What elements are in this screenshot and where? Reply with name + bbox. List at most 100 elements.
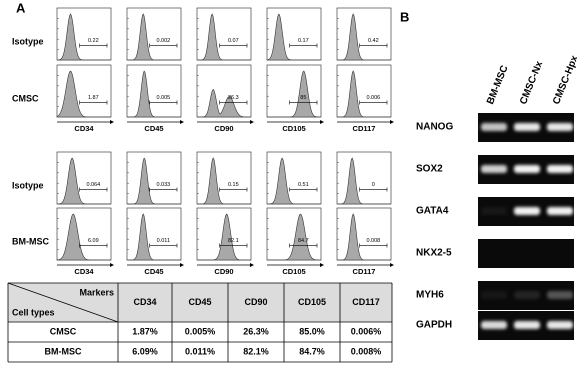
histogram-frame bbox=[197, 152, 251, 204]
corner-bottom: Cell types bbox=[12, 307, 55, 317]
table-cell: 85.0% bbox=[299, 326, 325, 336]
gene-label: MYH6 bbox=[416, 290, 444, 301]
gel-band bbox=[547, 165, 573, 173]
gel-band bbox=[547, 291, 573, 299]
gene-label: GATA4 bbox=[416, 206, 449, 217]
gel-band bbox=[481, 291, 507, 299]
gate-value: 0.07 bbox=[228, 38, 239, 44]
marker-label: CD105 bbox=[282, 124, 305, 133]
axis-arrow bbox=[250, 263, 254, 267]
gel-band bbox=[481, 207, 507, 215]
gate-value: 0.15 bbox=[228, 182, 239, 188]
gel-band bbox=[547, 321, 573, 329]
gate-value: 0.17 bbox=[298, 38, 309, 44]
gel-band bbox=[514, 321, 540, 329]
lane-label: BM-MSC bbox=[485, 64, 511, 106]
gel-band bbox=[547, 123, 573, 131]
marker-label: CD117 bbox=[353, 124, 376, 133]
axis-arrow bbox=[320, 120, 324, 124]
gate-value: 0.006 bbox=[366, 95, 380, 101]
gel-band bbox=[514, 123, 540, 131]
gate-value: 0.011 bbox=[157, 238, 170, 244]
table-cell: 6.09% bbox=[132, 346, 158, 356]
table-cell: 0.008% bbox=[351, 346, 382, 356]
gate-value: 0.22 bbox=[88, 38, 99, 44]
histogram-frame bbox=[127, 152, 181, 204]
gel-band bbox=[481, 123, 507, 131]
marker-label: CD105 bbox=[282, 267, 305, 276]
gate-value: 0.064 bbox=[86, 182, 100, 188]
histogram-frame bbox=[127, 65, 181, 117]
histogram-frame bbox=[337, 8, 391, 60]
gel-band bbox=[514, 207, 540, 215]
gate-value: 1.87 bbox=[88, 95, 99, 101]
corner-top: Markers bbox=[79, 287, 114, 297]
column-header: CD34 bbox=[133, 297, 156, 307]
axis-arrow bbox=[180, 263, 184, 267]
column-header: CD90 bbox=[244, 297, 267, 307]
lane-label: CMSC-Hpx bbox=[551, 54, 577, 106]
axis-arrow bbox=[390, 263, 394, 267]
gate-value: 0.033 bbox=[156, 182, 170, 188]
table-cell: 0.005% bbox=[185, 326, 216, 336]
column-header: CD45 bbox=[188, 297, 211, 307]
histogram-frame bbox=[337, 208, 391, 260]
gate-value: 26.3 bbox=[228, 95, 239, 101]
table-cell: 82.1% bbox=[243, 346, 269, 356]
histogram-frame bbox=[267, 152, 321, 204]
row-label: Isotype bbox=[12, 36, 44, 46]
panel-label: A bbox=[16, 0, 26, 15]
gate-value: 84.7 bbox=[298, 238, 309, 244]
gate-value: 0.42 bbox=[368, 38, 379, 44]
gate-value: 0.51 bbox=[298, 182, 309, 188]
gel-strip bbox=[478, 239, 574, 268]
gate-value: 0.008 bbox=[366, 238, 380, 244]
table-cell: 0.006% bbox=[351, 326, 382, 336]
figure: A B Isotype0.220.0020.070.170.42CMSC1.87… bbox=[0, 0, 577, 367]
marker-label: CD34 bbox=[74, 267, 94, 276]
histogram-frame bbox=[337, 65, 391, 117]
histogram-frame bbox=[267, 65, 321, 117]
row-label: CMSC bbox=[12, 93, 39, 103]
axis-arrow bbox=[390, 120, 394, 124]
table-cell: 84.7% bbox=[299, 346, 325, 356]
gate-value: 6.09 bbox=[88, 238, 99, 244]
gene-label: SOX2 bbox=[416, 164, 443, 175]
table-cell: CMSC bbox=[50, 326, 77, 336]
row-label: Isotype bbox=[12, 180, 44, 190]
table-cell: 26.3% bbox=[243, 326, 269, 336]
gate-value: 85 bbox=[300, 95, 306, 101]
marker-label: CD90 bbox=[214, 124, 233, 133]
row-label: BM-MSC bbox=[12, 236, 49, 246]
axis-arrow bbox=[110, 263, 114, 267]
gate-value: 0 bbox=[372, 182, 375, 188]
marker-label: CD34 bbox=[74, 124, 94, 133]
marker-label: CD45 bbox=[144, 124, 163, 133]
gel-band bbox=[514, 165, 540, 173]
histogram-frame bbox=[337, 152, 391, 204]
gel-band bbox=[514, 291, 540, 299]
histogram-frame bbox=[197, 8, 251, 60]
gel-band bbox=[547, 207, 573, 215]
gene-label: NANOG bbox=[416, 122, 453, 133]
marker-label: CD117 bbox=[353, 267, 376, 276]
marker-label: CD90 bbox=[214, 267, 233, 276]
axis-arrow bbox=[180, 120, 184, 124]
table-cell: 0.011% bbox=[185, 346, 215, 356]
gel-band bbox=[481, 165, 507, 173]
axis-arrow bbox=[110, 120, 114, 124]
gate-value: 0.005 bbox=[156, 95, 170, 101]
histogram-frame bbox=[127, 8, 181, 60]
table-cell: BM-MSC bbox=[45, 346, 82, 356]
axis-arrow bbox=[250, 120, 254, 124]
table-cell: 1.87% bbox=[132, 326, 158, 336]
gate-value: 82.1 bbox=[228, 238, 239, 244]
gel-band bbox=[481, 321, 507, 329]
panel-label: B bbox=[400, 9, 409, 24]
lane-label: CMSC-Nx bbox=[518, 59, 545, 106]
histogram-frame bbox=[127, 208, 181, 260]
gene-label: GAPDH bbox=[416, 320, 452, 331]
axis-arrow bbox=[320, 263, 324, 267]
column-header: CD105 bbox=[298, 297, 326, 307]
marker-label: CD45 bbox=[144, 267, 163, 276]
